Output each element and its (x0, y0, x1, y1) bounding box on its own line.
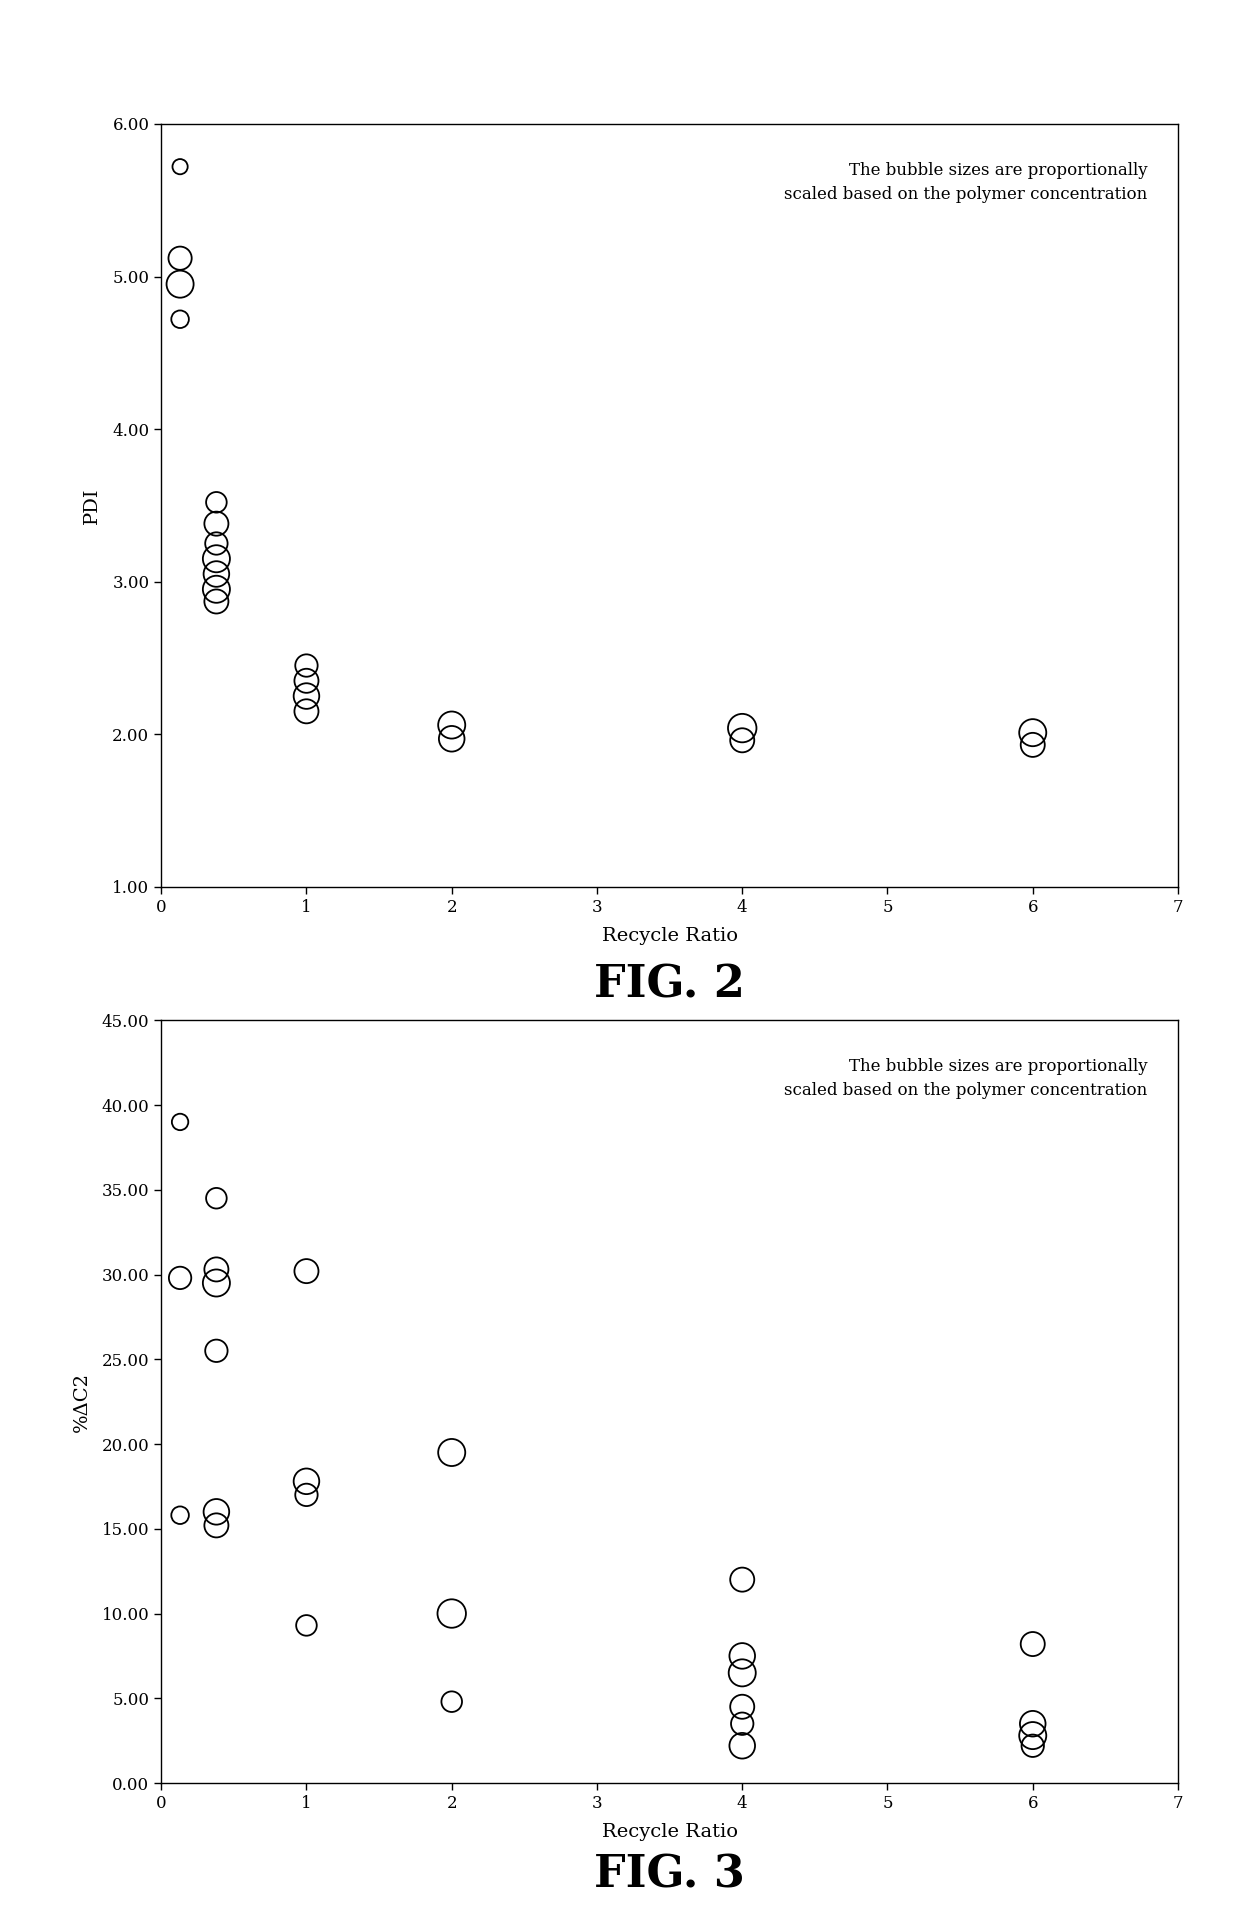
Point (207, 486, 227, 517)
Point (207, 509, 227, 540)
Point (441, 709, 461, 740)
Point (1023, 1730, 1043, 1760)
Point (733, 1709, 753, 1739)
Point (733, 1730, 753, 1760)
Point (170, 1262, 190, 1293)
Point (170, 242, 190, 273)
Point (296, 1480, 316, 1510)
Point (207, 1497, 227, 1528)
Point (296, 696, 316, 727)
Point (207, 1335, 227, 1365)
Point (170, 151, 190, 181)
X-axis label: Recycle Ratio: Recycle Ratio (601, 927, 738, 944)
Point (207, 559, 227, 589)
Point (207, 543, 227, 574)
Point (296, 1466, 316, 1497)
Point (207, 1182, 227, 1213)
Point (441, 723, 461, 753)
Point (733, 1640, 753, 1671)
Point (1023, 1629, 1043, 1659)
Point (296, 1257, 316, 1287)
Point (170, 269, 190, 299)
X-axis label: Recycle Ratio: Recycle Ratio (601, 1823, 738, 1840)
Point (733, 1692, 753, 1722)
Point (170, 1501, 190, 1531)
Point (733, 725, 753, 755)
Y-axis label: %ΔC2: %ΔC2 (72, 1371, 91, 1432)
Point (207, 1268, 227, 1299)
Point (1023, 717, 1043, 748)
Point (1023, 1720, 1043, 1751)
Point (441, 1686, 461, 1716)
Point (1023, 730, 1043, 761)
Point (207, 528, 227, 559)
Point (441, 1438, 461, 1468)
Point (170, 1106, 190, 1137)
Text: FIG. 2: FIG. 2 (594, 963, 745, 1007)
Point (296, 650, 316, 681)
Point (296, 1610, 316, 1640)
Point (207, 1255, 227, 1285)
Text: FIG. 3: FIG. 3 (594, 1854, 745, 1897)
Point (296, 666, 316, 696)
Point (170, 303, 190, 334)
Point (207, 574, 227, 605)
Point (207, 1510, 227, 1541)
Point (296, 681, 316, 711)
Text: The bubble sizes are proportionally
scaled based on the polymer concentration: The bubble sizes are proportionally scal… (784, 162, 1147, 202)
Y-axis label: PDI: PDI (83, 486, 102, 524)
Point (207, 585, 227, 616)
Point (733, 713, 753, 744)
Text: The bubble sizes are proportionally
scaled based on the polymer concentration: The bubble sizes are proportionally scal… (784, 1058, 1147, 1098)
Point (441, 1598, 461, 1629)
Point (733, 1657, 753, 1688)
Point (733, 1564, 753, 1594)
Point (1023, 1709, 1043, 1739)
